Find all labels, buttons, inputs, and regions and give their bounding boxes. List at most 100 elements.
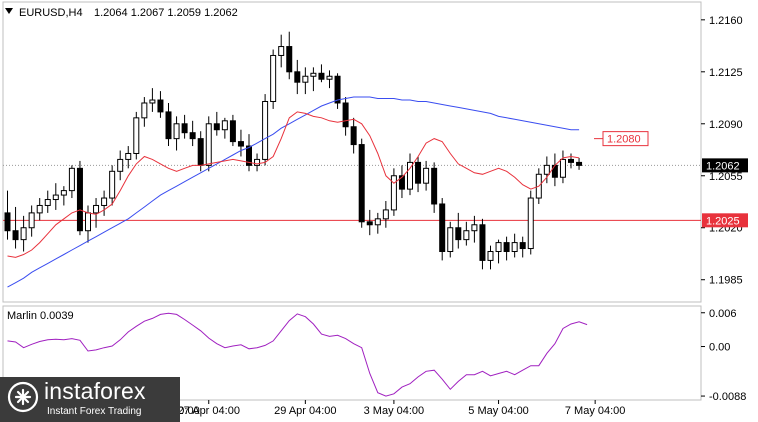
candle: [318, 64, 325, 83]
candle: [237, 129, 244, 157]
marlin-indicator-line: [7, 312, 588, 397]
candle-body-bullish: [527, 197, 534, 250]
indicator-title: Marlin 0.0039: [7, 310, 74, 322]
candle: [60, 186, 67, 206]
candle: [262, 94, 269, 166]
candle: [149, 88, 156, 112]
indicator-tick-label: 0.006: [709, 308, 737, 320]
candle-body-bullish: [52, 194, 59, 201]
candle: [254, 153, 261, 172]
candle-body-bullish: [68, 167, 75, 192]
candle-body-bullish: [149, 99, 156, 104]
candle-body-bullish: [20, 227, 27, 241]
candle: [205, 116, 212, 172]
candle-body-bullish: [44, 199, 51, 206]
candle: [398, 165, 405, 199]
main-chart-title: EURUSD,H4: [19, 7, 83, 19]
candle-body-bearish: [350, 126, 357, 146]
candle-body-bullish: [471, 224, 478, 232]
moving-average-fast-line: [7, 111, 580, 258]
time-tick-label: 7 May 04:00: [565, 405, 626, 417]
candle: [568, 153, 574, 169]
candle: [519, 236, 526, 258]
instaforex-logo-icon: [7, 381, 39, 413]
candle-body-bearish: [189, 132, 196, 140]
candle: [479, 218, 486, 270]
candle-body-bearish: [366, 221, 373, 226]
time-tick-label: 3 May 04:00: [364, 405, 425, 417]
candle: [350, 117, 357, 154]
candle-body-bearish: [12, 230, 19, 241]
candle-body-bearish: [213, 123, 220, 131]
candle-body-bearish: [415, 161, 422, 184]
candle: [28, 205, 35, 237]
support-level-label: 1.2025: [706, 215, 740, 227]
time-tick-label: 5 May 04:00: [468, 405, 529, 417]
candle: [543, 156, 550, 184]
candle: [294, 59, 301, 95]
candle-body-bearish: [439, 203, 446, 253]
candle: [407, 153, 413, 196]
candle: [511, 233, 518, 258]
candle-body-bullish: [141, 102, 148, 119]
candle-body-bullish: [93, 204, 100, 214]
price-tick-label: 1.2055: [709, 171, 743, 183]
candle-body-bearish: [157, 99, 164, 113]
candle-body-bullish: [205, 123, 212, 166]
candle: [52, 183, 59, 210]
candle-body-bullish: [270, 54, 277, 103]
candle-body-bearish: [568, 158, 574, 163]
candle-body-bearish: [165, 111, 172, 140]
candle-body-bullish: [85, 212, 91, 232]
candle: [36, 198, 43, 221]
candle-body-bullish: [559, 158, 566, 178]
candle-body-bullish: [447, 227, 454, 253]
candle: [229, 114, 236, 147]
candle-body-bullish: [254, 158, 261, 166]
candle: [334, 73, 341, 109]
candle-body-bullish: [262, 101, 269, 160]
indicator-tick-label: -0.0088: [709, 391, 746, 403]
candle: [431, 162, 438, 213]
candle-body-bullish: [60, 190, 67, 196]
candle-body-bullish: [511, 242, 518, 253]
candle-body-bearish: [181, 123, 188, 134]
candle-body-bearish: [246, 145, 252, 166]
candle: [358, 138, 365, 228]
candle: [101, 190, 108, 216]
price-tick-label: 1.2090: [709, 119, 743, 131]
candle: [173, 116, 180, 151]
candle: [157, 91, 164, 118]
candle: [342, 97, 349, 136]
candle-body-bearish: [334, 75, 341, 104]
collapse-triangle-icon[interactable]: [5, 8, 13, 14]
candle: [189, 120, 196, 147]
candle: [487, 245, 494, 270]
candle-body-bearish: [4, 212, 11, 232]
candle-body-bullish: [28, 212, 35, 229]
candle-body-bearish: [342, 102, 349, 128]
candle: [423, 160, 430, 191]
candle-body-bullish: [125, 152, 132, 160]
candle-body-bullish: [463, 230, 470, 241]
candle: [181, 114, 188, 139]
candle-body-bearish: [358, 144, 365, 223]
candle: [141, 97, 148, 127]
candle: [213, 111, 220, 136]
candle: [310, 67, 317, 92]
candle: [559, 150, 566, 184]
candle-body-bearish: [398, 175, 405, 190]
instaforex-logo: instaforex Instant Forex Trading: [0, 377, 180, 422]
candle: [374, 212, 381, 234]
candle: [12, 206, 19, 249]
candle-body-bearish: [76, 167, 83, 232]
candle: [20, 215, 27, 252]
price-tick-label: 1.1985: [709, 275, 743, 287]
candle-body-bearish: [503, 242, 510, 253]
candle: [68, 165, 75, 199]
candle-body-bullish: [310, 72, 317, 77]
candle-body-bullish: [109, 170, 116, 199]
candle: [4, 190, 11, 240]
candle-body-bullish: [543, 164, 550, 175]
target-level-label: 1.2080: [607, 134, 641, 146]
